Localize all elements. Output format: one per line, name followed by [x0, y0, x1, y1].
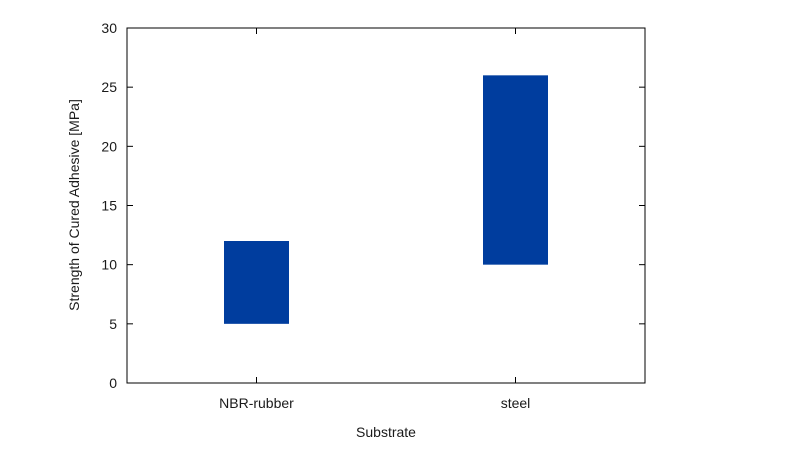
y-tick-label: 25	[101, 79, 117, 95]
y-tick-label: 20	[101, 138, 117, 154]
y-axis-label: Strength of Cured Adhesive [MPa]	[66, 99, 82, 311]
y-tick-label: 5	[109, 316, 117, 332]
x-axis-ticks: NBR-rubber steel	[219, 28, 530, 411]
y-axis-ticks: 0 5 10 15 20 25 30	[101, 20, 645, 391]
y-tick-label: 30	[101, 20, 117, 36]
bar-steel	[483, 75, 548, 265]
bars	[224, 75, 548, 324]
y-tick-label: 15	[101, 198, 117, 214]
plot-frame	[126, 27, 646, 384]
x-axis-label: Substrate	[356, 424, 416, 440]
bar-NBR-rubber	[224, 241, 289, 324]
x-tick-label: NBR-rubber	[219, 395, 294, 411]
y-tick-label: 10	[101, 257, 117, 273]
y-tick-label: 0	[109, 375, 117, 391]
x-tick-label: steel	[501, 395, 531, 411]
